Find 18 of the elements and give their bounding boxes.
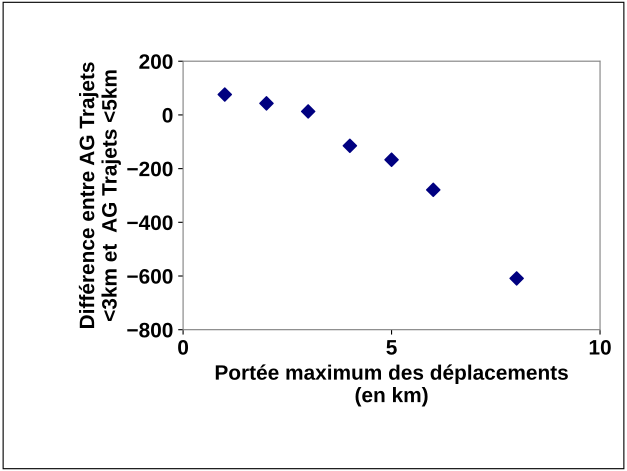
y-tick-label: −800 [127,322,173,338]
x-tick-label: 10 [590,340,611,355]
x-tick-label: 0 [178,340,188,355]
x-axis-title: Portée maximum des déplacements (en km) [216,364,568,406]
point [217,87,232,102]
point [300,104,316,119]
point [259,96,274,111]
y-tick-label: −200 [127,162,173,176]
x-tick-label: 5 [386,340,397,355]
point [426,182,441,198]
point [384,152,399,168]
point [509,271,524,286]
y-tick-label: −600 [127,269,173,284]
y-tick-label: −400 [127,215,173,230]
y-tick-label: 0 [162,108,173,123]
y-tick-label: 200 [139,54,173,69]
point [342,138,358,154]
y-axis-title: Différence entre AG Trajets <3km et AG Trajets <5km [78,62,121,328]
